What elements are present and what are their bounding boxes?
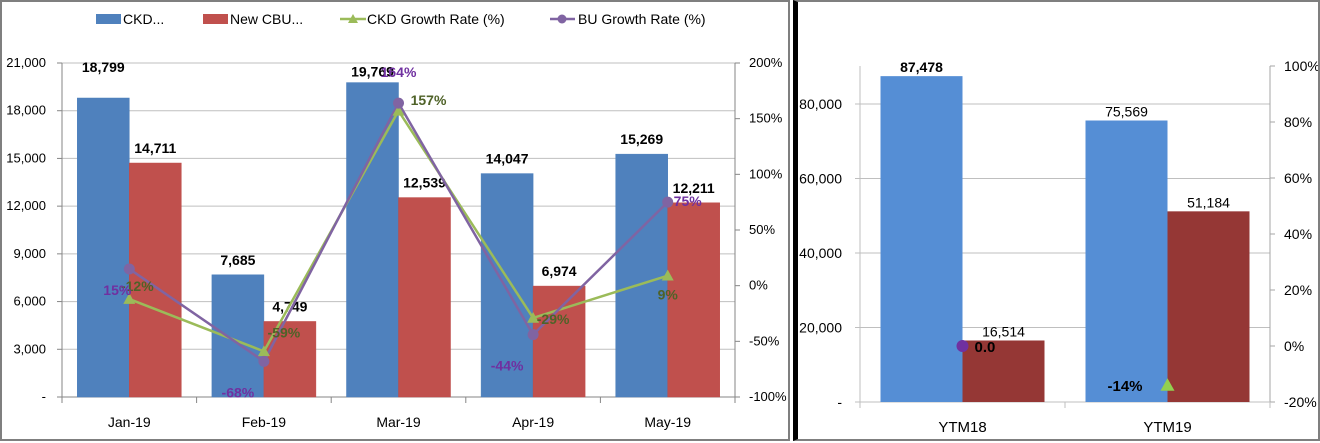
y-left-tick-label: 6,000 — [13, 294, 46, 309]
bar-new-cbu — [398, 197, 451, 398]
legend-marker-ckd-growth — [348, 14, 358, 23]
bar-label-new-cbu: 6,974 — [542, 263, 577, 279]
label-ckd-growth: 157% — [411, 92, 447, 108]
y-left-tick-label: 40,000 — [799, 245, 842, 261]
bar-label-ckd: 19,769 — [351, 64, 394, 80]
bar-ckd — [480, 173, 534, 398]
x-tick-label: Mar-19 — [376, 414, 421, 430]
y-right-tick-label: -50% — [749, 333, 780, 348]
bar-ckd — [211, 274, 265, 398]
legend-swatch-ckd — [96, 14, 121, 24]
bar-new-cbu — [1167, 211, 1250, 402]
marker-bu-growth — [956, 340, 969, 352]
monthly-chart: - 3,000 6,000 9,000 12,000 15,000 18,000 21,000… — [6, 11, 787, 430]
label-ckd-growth: -59% — [268, 324, 301, 340]
y-left-tick-label: - — [42, 389, 46, 404]
y-right-tick-label: 150% — [749, 111, 783, 126]
label-ckd-growth: -14% — [1108, 378, 1143, 395]
y-right-tick-label: -100% — [749, 389, 787, 404]
legend-label-ckd: CKD... — [123, 11, 164, 27]
y-right-tick-label: 80% — [1284, 114, 1312, 130]
legend-label-ckd-growth: CKD Growth Rate (%) — [367, 11, 505, 27]
y-right-tick-label: 0% — [749, 278, 768, 293]
marker-ckd-growth — [661, 269, 674, 281]
marker-bu-growth — [662, 196, 674, 208]
monthly-chart-panel: - 3,000 6,000 9,000 12,000 15,000 18,000 21,000… — [0, 0, 790, 441]
bar-label-new-cbu: 51,184 — [1187, 194, 1230, 210]
legend-label-bu-growth: BU Growth Rate (%) — [578, 11, 706, 27]
label-bu-growth: 164% — [381, 64, 417, 80]
y-left-tick-label: 18,000 — [6, 103, 46, 118]
bar-ckd — [77, 97, 130, 398]
bar-new-cbu — [667, 202, 720, 398]
y-left-tick-label: 12,000 — [6, 198, 46, 213]
ytd-chart-panel: - 20,000 40,000 60,000 80,000 -20% 0% 20% 40% 60%… — [793, 0, 1320, 441]
y-right-tick-label: 0% — [1284, 338, 1304, 354]
y-left-tick-label: 3,000 — [13, 341, 46, 356]
ytd-chart: - 20,000 40,000 60,000 80,000 -20% 0% 20% 40% 60%… — [799, 58, 1318, 436]
x-tick-label: YTM19 — [1143, 419, 1191, 436]
label-ckd-growth: -12% — [121, 278, 154, 294]
y-right-tick-label: 100% — [1284, 58, 1318, 74]
marker-ckd-growth — [257, 345, 270, 357]
bar-label-new-cbu: 16,514 — [982, 323, 1025, 339]
bar-label-new-cbu: 14,711 — [134, 140, 176, 156]
y-left-tick-label: 15,000 — [6, 150, 46, 165]
y-left-tick-label: 80,000 — [799, 96, 842, 112]
y-right-tick-label: 40% — [1284, 226, 1312, 242]
label-bu-growth: 15% — [103, 282, 132, 298]
x-tick-label: YTM18 — [938, 419, 986, 436]
bar-label-ckd: 7,685 — [220, 252, 255, 268]
marker-ckd-growth — [1160, 378, 1175, 391]
label-ckd-growth: 9% — [658, 287, 679, 303]
marker-bu-growth — [527, 329, 539, 341]
label-bu-growth: 75% — [674, 193, 703, 209]
label-ckd-growth: -29% — [537, 311, 570, 327]
bar-label-ckd: 75,569 — [1105, 104, 1148, 120]
y-right-tick-label: 50% — [749, 222, 775, 237]
bar-ckd — [1085, 120, 1168, 402]
y-left-tick-label: 60,000 — [799, 171, 842, 187]
label-bu-growth: -44% — [491, 358, 524, 374]
marker-bu-growth — [393, 97, 404, 109]
marker-bu-growth — [258, 355, 270, 367]
bar-label-ckd: 18,799 — [82, 59, 125, 75]
marker-ckd-growth — [392, 104, 405, 116]
y-right-tick-label: 200% — [749, 55, 783, 70]
y-right-tick-label: -20% — [1284, 394, 1317, 410]
bar-ckd — [880, 76, 963, 403]
y-left-tick-label: 9,000 — [13, 246, 46, 261]
marker-ckd-growth — [527, 311, 540, 323]
bar-new-cbu — [962, 340, 1045, 402]
y-left-tick-label: 21,000 — [6, 55, 46, 70]
bar-label-new-cbu: 12,211 — [673, 180, 715, 196]
x-tick-label: Apr-19 — [512, 414, 554, 430]
bar-ckd — [615, 153, 668, 398]
y-right-tick-label: 100% — [749, 166, 783, 181]
bar-new-cbu — [532, 285, 586, 398]
x-tick-label: May-19 — [644, 414, 691, 430]
legend-swatch-new-cbu — [203, 14, 228, 24]
legend-label-new-cbu: New CBU... — [230, 11, 303, 27]
marker-ckd-growth — [123, 293, 136, 304]
y-left-tick-label: - — [837, 394, 842, 410]
bar-label-new-cbu: 12,539 — [403, 175, 446, 191]
bar-label-ckd: 15,269 — [620, 131, 663, 147]
label-bu-growth: 0.0 — [975, 339, 996, 356]
bar-label-ckd: 14,047 — [486, 151, 529, 167]
marker-bu-growth — [123, 263, 135, 275]
x-tick-label: Jan-19 — [108, 414, 151, 430]
bar-new-cbu — [129, 162, 182, 398]
bar-ckd — [346, 82, 399, 398]
y-left-tick-label: 20,000 — [799, 320, 842, 336]
legend-marker-bu-growth — [557, 14, 567, 24]
bar-label-ckd: 87,478 — [900, 59, 943, 75]
label-bu-growth: -68% — [222, 384, 255, 400]
x-tick-label: Feb-19 — [242, 414, 287, 430]
y-right-tick-label: 20% — [1284, 282, 1312, 298]
y-right-tick-label: 60% — [1284, 170, 1312, 186]
